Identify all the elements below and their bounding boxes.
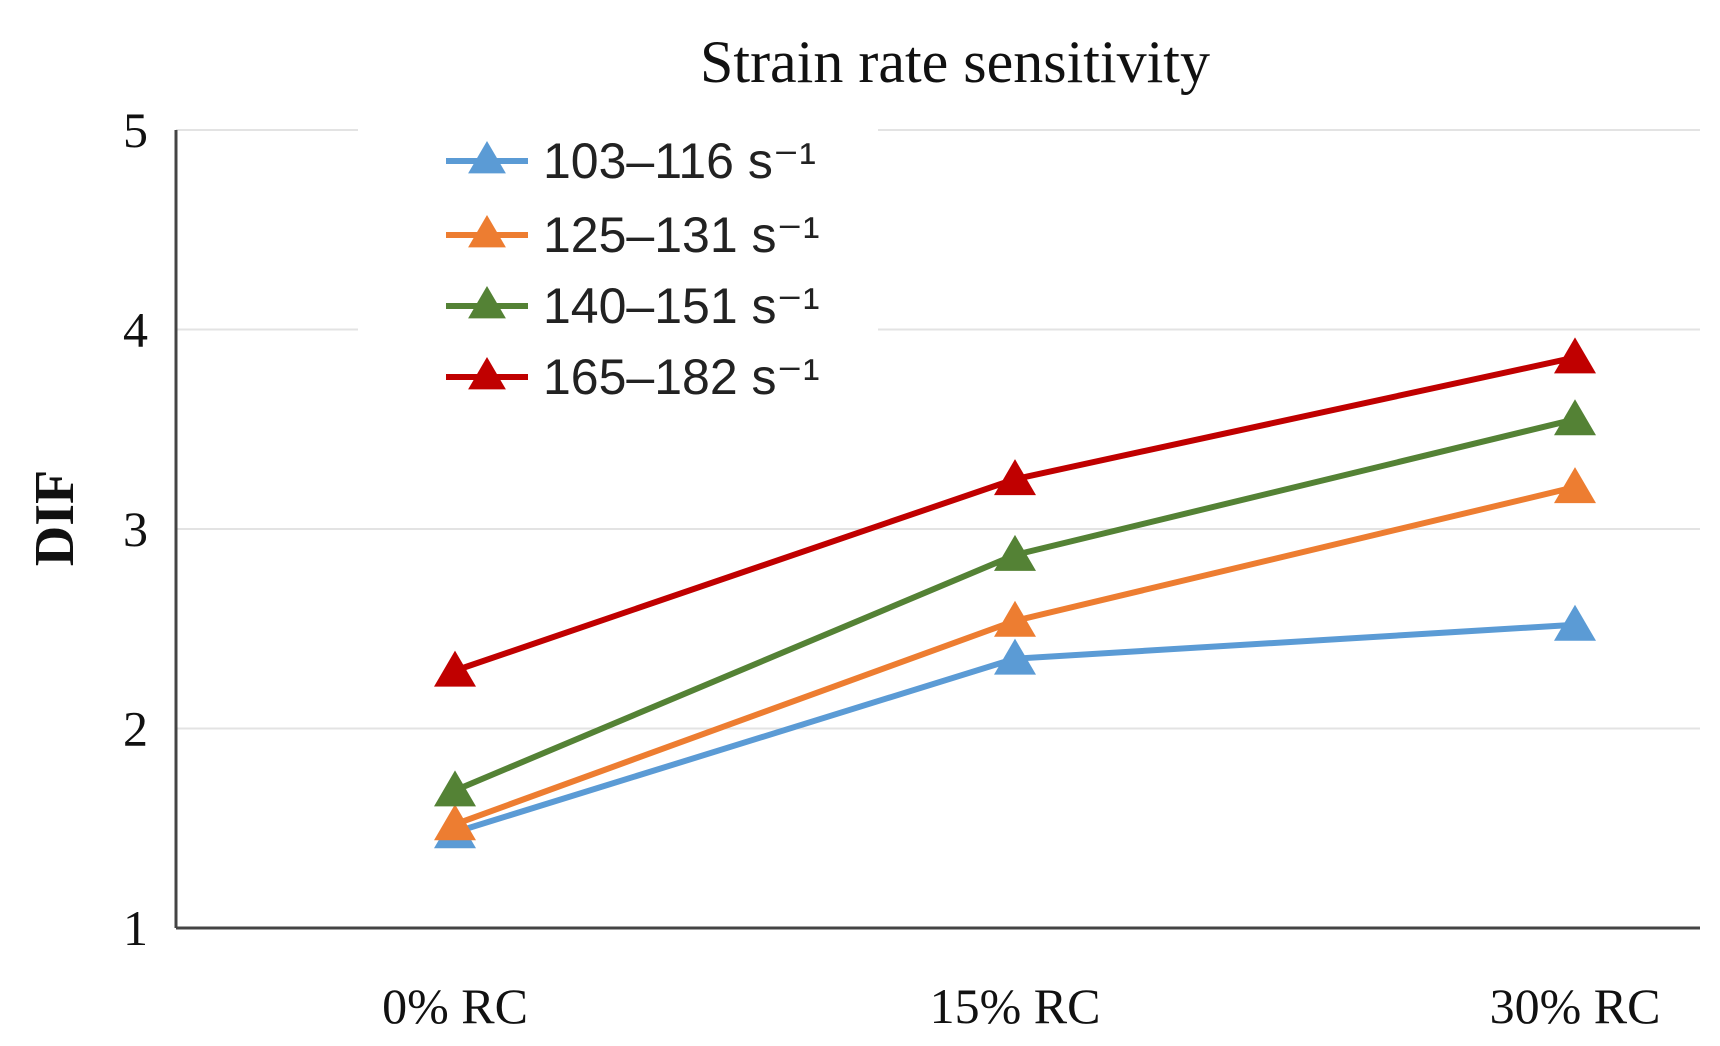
legend-marker-swatch xyxy=(468,286,506,319)
legend-label: 165–182 s⁻¹ xyxy=(543,349,820,405)
axes xyxy=(174,130,1700,930)
data-point-marker xyxy=(434,770,476,807)
legend-marker-swatch xyxy=(468,141,506,174)
y-tick-label: 2 xyxy=(123,701,148,757)
data-point-marker xyxy=(994,534,1036,571)
chart-title: Strain rate sensitivity xyxy=(700,29,1210,95)
data-point-marker xyxy=(994,600,1036,637)
legend: 103–116 s⁻¹ 125–131 s⁻¹ 140–151 s⁻¹ 165–182… xyxy=(358,118,878,418)
data-point-marker xyxy=(994,459,1036,496)
y-tick-label: 3 xyxy=(123,501,148,557)
data-point-marker xyxy=(994,638,1036,675)
data-point-marker xyxy=(1554,467,1596,504)
y-axis-label: DIF xyxy=(24,470,86,566)
x-tick-label: 0% RC xyxy=(382,978,528,1034)
x-axis-ticks: 0% RC 15% RC 30% RC xyxy=(382,978,1660,1034)
data-point-marker xyxy=(1554,604,1596,641)
legend-label: 125–131 s⁻¹ xyxy=(543,207,820,263)
series-4 xyxy=(434,337,1596,687)
y-tick-label: 5 xyxy=(123,102,148,158)
y-axis-ticks: 1 2 3 4 5 xyxy=(123,102,148,956)
x-tick-label: 30% RC xyxy=(1490,978,1661,1034)
legend-item: 125–131 s⁻¹ xyxy=(446,207,820,263)
x-tick-label: 15% RC xyxy=(930,978,1101,1034)
legend-item: 165–182 s⁻¹ xyxy=(446,349,820,405)
legend-marker-swatch xyxy=(468,215,506,248)
data-point-marker xyxy=(434,650,476,687)
series-2 xyxy=(434,467,1596,841)
y-tick-label: 1 xyxy=(123,900,148,956)
legend-item: 140–151 s⁻¹ xyxy=(446,278,820,334)
legend-label: 103–116 s⁻¹ xyxy=(543,133,816,189)
y-tick-label: 4 xyxy=(123,302,148,358)
legend-label: 140–151 s⁻¹ xyxy=(543,278,820,334)
data-point-marker xyxy=(434,804,476,841)
data-point-marker xyxy=(1554,337,1596,374)
series xyxy=(434,337,1596,849)
series-3 xyxy=(434,399,1596,807)
legend-marker-swatch xyxy=(468,357,506,390)
legend-item: 103–116 s⁻¹ xyxy=(446,133,816,189)
legend-background xyxy=(358,118,878,418)
data-point-marker xyxy=(1554,399,1596,436)
